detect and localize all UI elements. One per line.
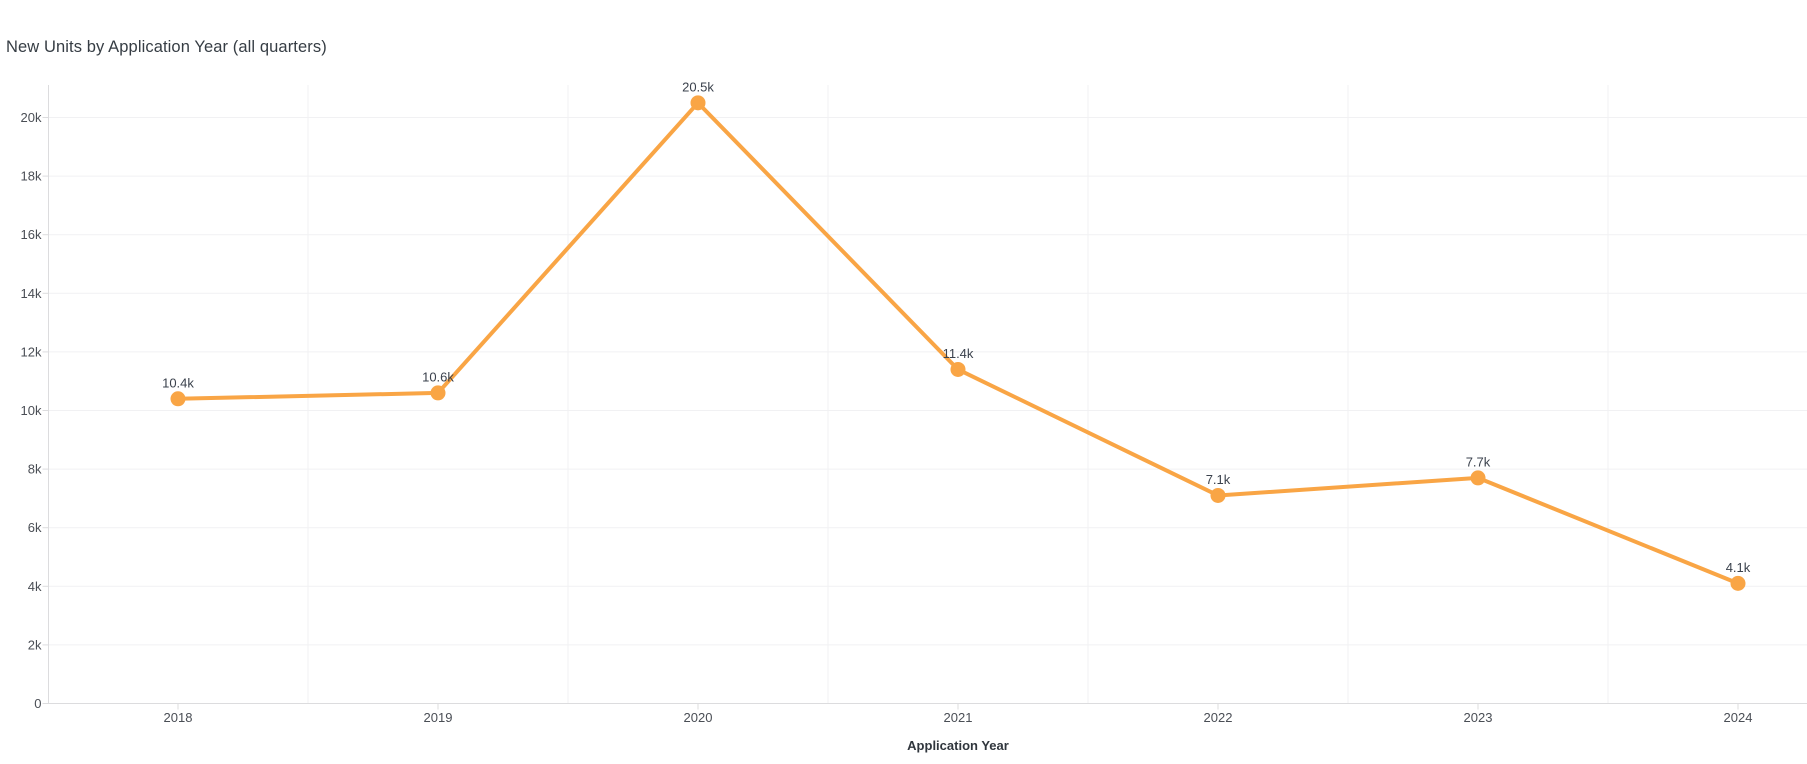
x-tick-label: 2024: [1724, 710, 1753, 725]
data-point-2021[interactable]: [950, 361, 966, 377]
x-tick-label: 2022: [1204, 710, 1233, 725]
point-value-label: 10.6k: [422, 369, 454, 384]
data-point-2023[interactable]: [1470, 470, 1486, 486]
point-value-label: 4.1k: [1726, 560, 1751, 575]
x-axis-title: Application Year: [907, 738, 1009, 753]
point-value-label: 11.4k: [943, 346, 974, 361]
x-tick-label: 2019: [424, 710, 453, 725]
y-tick-label: 4k: [28, 579, 42, 594]
series-line: [176, 100, 1740, 586]
x-tick-label: 2023: [1464, 710, 1493, 725]
x-tick-label: 2021: [944, 710, 973, 725]
point-value-label: 7.7k: [1466, 454, 1491, 469]
point-value-label: 7.1k: [1206, 472, 1231, 487]
y-tick-label: 10k: [21, 403, 42, 418]
data-point-2019[interactable]: [430, 385, 446, 401]
data-point-2018[interactable]: [170, 391, 186, 407]
y-tick-label: 20k: [21, 110, 42, 125]
y-tick-label: 14k: [21, 286, 42, 301]
chart-title: New Units by Application Year (all quart…: [6, 38, 327, 56]
point-value-label: 20.5k: [682, 79, 714, 94]
data-point-2020[interactable]: [690, 95, 706, 111]
data-point-2024[interactable]: [1730, 575, 1746, 591]
x-tick-label: 2018: [164, 710, 193, 725]
data-point-2022[interactable]: [1210, 487, 1226, 503]
y-tick-label: 6k: [28, 520, 42, 535]
y-tick-label: 2k: [28, 637, 42, 652]
y-tick-label: 16k: [21, 227, 42, 242]
y-tick-label: 12k: [21, 344, 42, 359]
y-tick-label: 18k: [21, 169, 42, 184]
point-value-label: 10.4k: [162, 375, 194, 390]
y-tick-label: 8k: [28, 462, 42, 477]
y-tick-label: 0: [34, 696, 41, 711]
x-tick-label: 2020: [684, 710, 713, 725]
